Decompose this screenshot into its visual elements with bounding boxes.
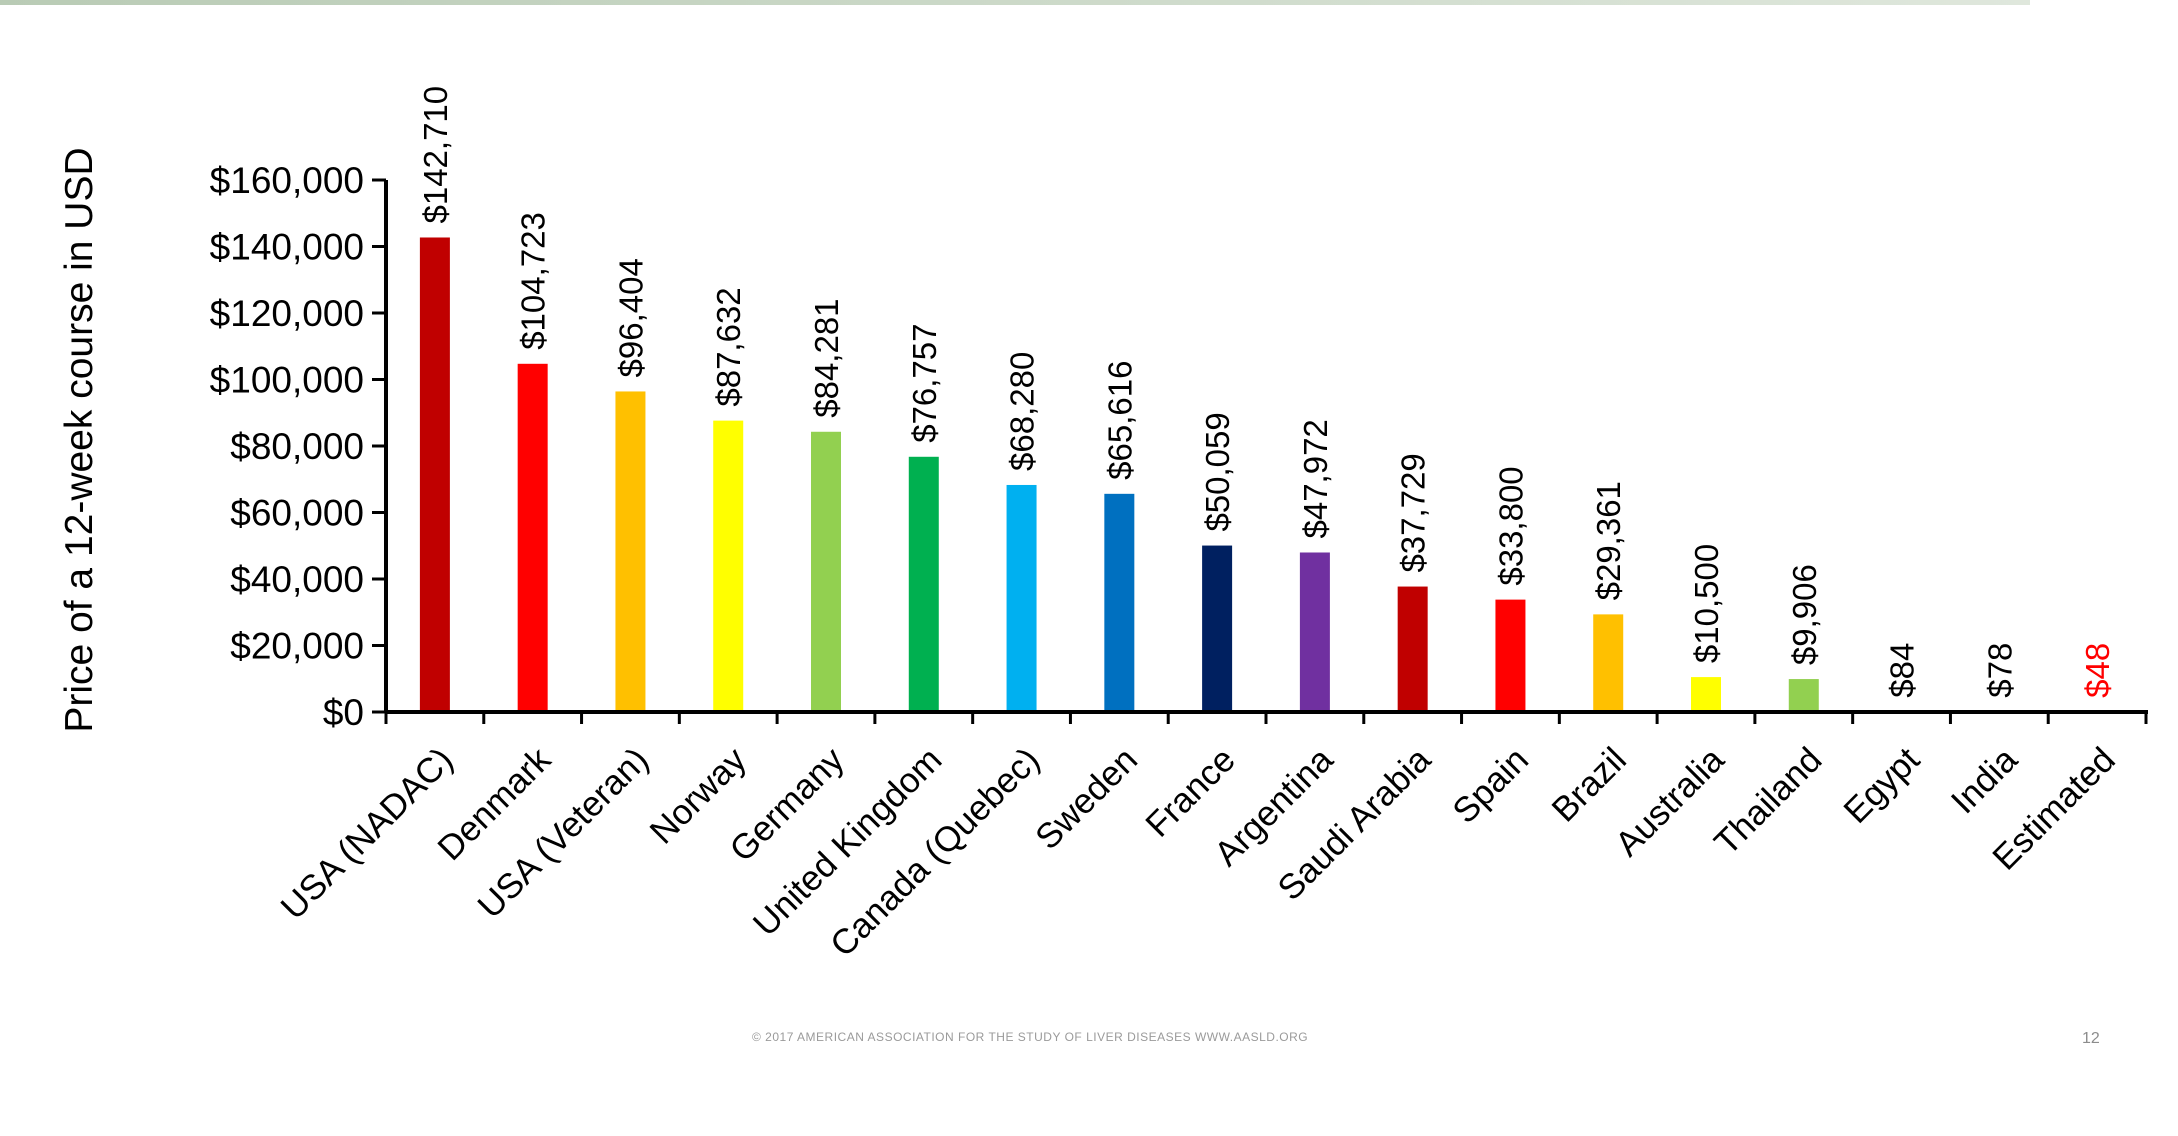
data-label: $104,723 bbox=[515, 212, 552, 350]
axes bbox=[384, 180, 2148, 724]
y-tick-label: $160,000 bbox=[210, 160, 364, 201]
data-label: $78 bbox=[1981, 643, 2018, 698]
slide-top-rule bbox=[0, 0, 2030, 5]
y-tick-label: $40,000 bbox=[230, 559, 364, 600]
data-label: $65,616 bbox=[1101, 361, 1138, 480]
data-label: $96,404 bbox=[612, 258, 649, 377]
y-tick-label: $120,000 bbox=[210, 293, 364, 334]
y-tick-label: $60,000 bbox=[230, 493, 364, 534]
bar bbox=[1202, 545, 1233, 712]
data-label: $84,281 bbox=[808, 298, 845, 417]
y-axis-ticks: $0 $20,000 $40,000 $60,000 $80,000 $100,000 $1… bbox=[210, 160, 386, 733]
value-labels: $142,710 $104,723 $96,404 $87,632 $84,281 $76… bbox=[417, 86, 2116, 698]
y-tick-label: $140,000 bbox=[210, 227, 364, 268]
x-tick-label: USA (Veteran) bbox=[470, 740, 656, 926]
y-axis-title-group: Price of a 12-week course in USD bbox=[58, 147, 101, 732]
data-label: $9,906 bbox=[1786, 564, 1823, 665]
x-tick-label: Sweden bbox=[1028, 740, 1145, 857]
x-tick-label: Australia bbox=[1608, 740, 1732, 864]
x-tick-label: India bbox=[1944, 740, 2026, 822]
x-tick-label: Brazil bbox=[1544, 740, 1633, 829]
bar bbox=[811, 431, 841, 712]
bar bbox=[1495, 599, 1526, 712]
data-label: $87,632 bbox=[710, 287, 747, 406]
data-label: $68,280 bbox=[1004, 352, 1041, 471]
bar bbox=[713, 420, 744, 712]
slide-footer: © 2017 AMERICAN ASSOCIATION FOR THE STUD… bbox=[0, 1022, 2178, 1062]
data-label: $48 bbox=[2079, 643, 2116, 698]
data-label: $142,710 bbox=[417, 86, 454, 224]
y-axis-title: Price of a 12-week course in USD bbox=[58, 147, 101, 732]
y-tick-label: $20,000 bbox=[230, 626, 364, 667]
x-tick-label: Spain bbox=[1445, 740, 1536, 831]
data-label: $50,059 bbox=[1199, 412, 1236, 531]
bars bbox=[419, 237, 2113, 712]
bar bbox=[517, 363, 548, 712]
data-label: $33,800 bbox=[1492, 466, 1529, 585]
y-tick-label: $0 bbox=[323, 692, 364, 733]
data-label: $37,729 bbox=[1395, 453, 1432, 572]
x-tick-label: USA (NADAC) bbox=[273, 740, 460, 927]
data-label: $76,757 bbox=[906, 323, 943, 442]
bar bbox=[908, 456, 939, 712]
slide-number: 12 bbox=[2082, 1030, 2100, 1047]
copyright-text: © 2017 AMERICAN ASSOCIATION FOR THE STUD… bbox=[752, 1030, 1309, 1044]
bar bbox=[419, 237, 450, 712]
bar bbox=[1788, 679, 1819, 712]
data-label: $10,500 bbox=[1688, 544, 1725, 663]
x-tick-label: Egypt bbox=[1836, 740, 1927, 831]
bar bbox=[1593, 614, 1624, 712]
bar bbox=[615, 391, 646, 712]
bar bbox=[1397, 586, 1428, 712]
bar bbox=[1104, 493, 1135, 712]
y-tick-label: $100,000 bbox=[210, 360, 364, 401]
bar bbox=[1691, 677, 1721, 712]
y-tick-label: $80,000 bbox=[230, 426, 364, 467]
x-tick-label: Thailand bbox=[1707, 740, 1830, 863]
bar bbox=[1299, 552, 1330, 712]
data-label: $47,972 bbox=[1297, 419, 1334, 538]
data-label: $29,361 bbox=[1590, 481, 1627, 600]
bar bbox=[1006, 484, 1037, 712]
data-label: $84 bbox=[1884, 643, 1921, 698]
bar-chart: Price of a 12-week course in USD $0 $20,0… bbox=[58, 86, 2148, 964]
